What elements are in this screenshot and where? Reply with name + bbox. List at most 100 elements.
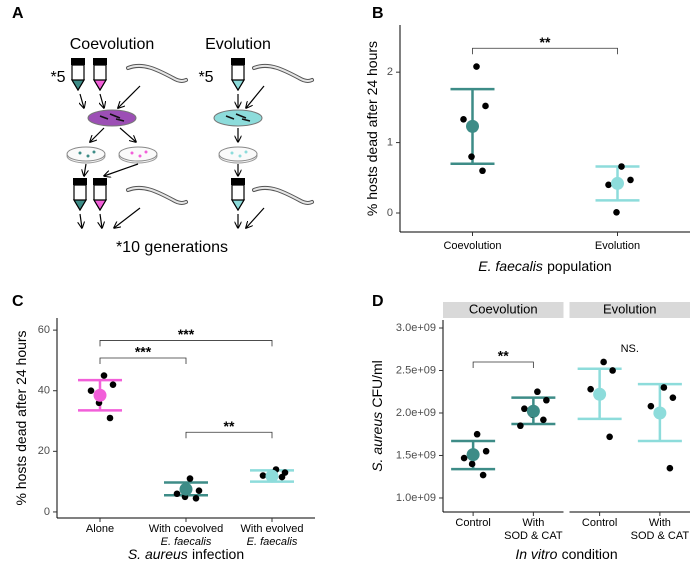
data-point: [521, 405, 528, 413]
worm: [252, 185, 314, 206]
significance-bracket: [99, 357, 187, 364]
panel-letter: C: [12, 293, 24, 310]
x-axis-title-part: infection: [192, 546, 244, 562]
x-tick-label-part: With: [522, 517, 544, 529]
data-point: [473, 63, 480, 70]
x-tick-label: With evolved: [241, 523, 304, 535]
x-tick-label: SOD & CAT: [631, 530, 690, 542]
data-point: [195, 487, 203, 495]
mean-point: [93, 388, 107, 402]
tube: [92, 57, 108, 91]
x-tick-label: E. faecalis: [161, 536, 212, 548]
worm: [126, 185, 188, 206]
significance-label: **: [540, 34, 551, 50]
data-point: [606, 433, 613, 441]
x-tick-label: Coevolution: [443, 240, 501, 252]
dish: [118, 146, 158, 164]
diagram-panel: A Coevolution Evolution *5 *5: [12, 5, 314, 256]
y-tick-label: 60: [38, 324, 50, 336]
significance-label: **: [224, 418, 235, 434]
y-axis-title-part: S. aureus: [369, 412, 385, 472]
dish: [218, 146, 258, 164]
data-point: [479, 167, 486, 175]
x-axis-title: E. faecalis population: [478, 258, 611, 274]
data-point: [106, 414, 114, 422]
x-tick-label: Control: [455, 517, 490, 529]
plate-worms: [225, 113, 251, 122]
x-tick-label: Control: [582, 517, 617, 529]
data-point: [278, 473, 286, 481]
x-axis-title-part: population: [547, 258, 612, 274]
data-point: [192, 495, 200, 502]
x-tick-label-part: Control: [582, 517, 617, 529]
data-point: [618, 163, 625, 170]
x-axis-title-part: E. faecalis: [478, 258, 543, 274]
data-point: [669, 394, 677, 401]
data-point: [473, 430, 481, 438]
data-point: [87, 387, 95, 395]
tube: [92, 177, 108, 211]
x-tick-label: With: [522, 517, 544, 529]
facet-strip: [443, 302, 564, 318]
tube: [230, 177, 246, 211]
y-tick-label: 1.5e+09: [396, 449, 436, 461]
y-tick-label: 0: [387, 207, 393, 219]
significance-bracket: [472, 47, 618, 55]
x-tick-label-part: With: [649, 517, 671, 529]
tube: [70, 57, 86, 91]
y-tick-label: 20: [38, 445, 50, 457]
y-axis-title-part: CFU/ml: [369, 360, 385, 407]
significance-label: ***: [178, 326, 195, 342]
worm: [126, 63, 188, 84]
mean-point: [179, 482, 193, 496]
data-point: [613, 208, 620, 216]
data-point: [259, 472, 267, 479]
x-tick-label: Evolution: [595, 240, 640, 252]
data-point: [600, 358, 607, 366]
data-point: [534, 388, 541, 396]
worm: [252, 63, 314, 84]
x-tick-label-part: SOD & CAT: [504, 530, 563, 542]
x-tick-label-part: E. faecalis: [161, 536, 212, 548]
diagram-title: Coevolution: [70, 36, 155, 53]
panel-letter: A: [12, 5, 24, 22]
y-axis-title: S. aureus CFU/ml: [369, 360, 385, 472]
panel-letter: D: [372, 293, 384, 310]
x-tick-label-part: Alone: [86, 523, 114, 535]
x-tick-label-part: With evolved: [241, 523, 304, 535]
y-tick-label: 3.0e+09: [396, 322, 436, 334]
x-tick-label-part: With coevolved: [149, 523, 224, 535]
arrows: [80, 85, 265, 228]
tube: [230, 57, 246, 91]
data-point: [543, 396, 550, 404]
data-point: [468, 153, 475, 160]
significance-bracket: [99, 340, 273, 347]
data-point: [479, 471, 487, 479]
y-axis-title-part: % hosts dead after 24 hours: [13, 330, 29, 505]
x-axis-title: S. aureus infection: [128, 546, 244, 562]
mean-point: [611, 176, 624, 190]
significance-bracket: [472, 361, 534, 368]
x-tick-label: With coevolved: [149, 523, 224, 535]
data-point: [660, 384, 668, 391]
y-tick-label: 1: [387, 136, 393, 148]
significance-bracket: [185, 431, 273, 439]
y-axis-title-part: % hosts dead after 24 hours: [364, 41, 380, 216]
y-tick-label: 2: [387, 66, 393, 78]
data-point: [666, 464, 674, 472]
y-tick-label: 2.5e+09: [396, 364, 436, 376]
data-point: [468, 460, 476, 468]
data-point: [460, 454, 468, 462]
y-tick-label: 1.0e+09: [396, 492, 436, 504]
x-tick-label: SOD & CAT: [504, 530, 563, 542]
data-point: [186, 475, 194, 482]
mean-point: [593, 387, 607, 401]
y-axis-title: % hosts dead after 24 hours: [13, 330, 29, 505]
x-axis-title-part: condition: [562, 546, 618, 562]
x-axis-title-part: In vitro: [515, 546, 557, 562]
plate: [87, 109, 137, 127]
plate-worms: [99, 113, 125, 122]
tube: [72, 177, 88, 211]
panel-letter: B: [372, 5, 384, 22]
